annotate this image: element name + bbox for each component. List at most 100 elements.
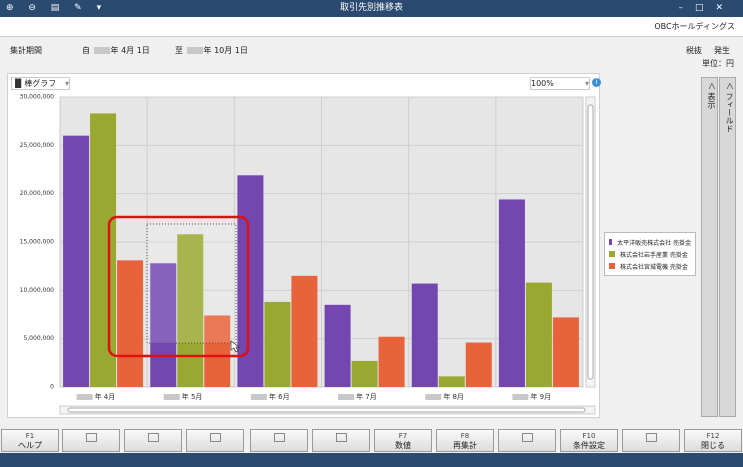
function-key[interactable] xyxy=(62,429,120,452)
blurred-year xyxy=(512,394,529,400)
company-name: OBCホールディングス xyxy=(654,22,735,31)
window-title: 取引先別推移表 xyxy=(339,3,403,13)
blurred-year xyxy=(250,394,267,400)
key: F1 xyxy=(25,432,35,440)
function-key[interactable] xyxy=(250,429,308,452)
key-label: 閉じる xyxy=(701,441,725,450)
bar xyxy=(90,113,117,387)
key-label: ヘルプ xyxy=(18,441,42,450)
y-tick-label: 20,000,000 xyxy=(20,190,55,197)
status-bar xyxy=(0,453,743,467)
legend-swatch xyxy=(609,251,615,257)
legend-swatch xyxy=(609,263,615,269)
legend-swatch xyxy=(609,239,613,245)
bar xyxy=(63,135,90,387)
y-tick-label: 5,000,000 xyxy=(23,335,54,342)
function-key[interactable]: F7 数値 xyxy=(374,429,432,452)
to-date: 年 10月 1日 xyxy=(203,46,248,55)
bar xyxy=(264,301,291,387)
bar xyxy=(438,376,465,387)
key: F7 xyxy=(398,432,408,440)
function-key[interactable] xyxy=(124,429,182,452)
side-tab[interactable]: ＜ 表示 xyxy=(701,77,718,417)
window-controls[interactable]: –□✕ xyxy=(678,3,735,13)
chart-type: 棒グラフ xyxy=(24,79,57,88)
bar xyxy=(465,342,492,387)
side-tab-label: フィールド xyxy=(725,92,734,133)
blurred-year xyxy=(163,394,180,400)
toolbar-icons[interactable]: ⊕ ⊖ ▤ ✎ ▾ xyxy=(6,3,108,13)
function-key[interactable] xyxy=(312,429,370,452)
blurred-year xyxy=(76,394,93,400)
company-bar: OBCホールディングス xyxy=(0,17,743,37)
bar xyxy=(237,175,264,387)
bar xyxy=(411,283,438,387)
bar xyxy=(204,315,231,387)
blurred-year xyxy=(338,394,355,400)
legend-label: 株式会社岩手産業 売掛金 xyxy=(620,251,688,259)
tax: 税抜 xyxy=(686,46,702,55)
info-icon[interactable]: i xyxy=(592,78,601,87)
bar xyxy=(150,263,177,387)
from-prefix: 自 xyxy=(82,46,90,55)
blurred-year xyxy=(425,394,442,400)
function-key[interactable] xyxy=(622,429,680,452)
zoom-dropdown[interactable]: 100% ▾ xyxy=(530,77,590,90)
basis: 発生 xyxy=(714,46,730,55)
bar xyxy=(117,260,144,387)
x-tick-label: 年 6月 xyxy=(269,392,290,401)
chart: 0 5,000,000 10,000,000 15,000,000 20,000,000… xyxy=(20,94,596,415)
period-label: 集計期間 xyxy=(10,46,42,55)
v-scroll-thumb xyxy=(587,104,594,380)
legend-item: 太平洋販売株式会社 売掛金 xyxy=(609,236,691,248)
legend: 太平洋販売株式会社 売掛金 株式会社岩手産業 売掛金 株式会社宮城電機 売掛金 xyxy=(604,232,696,276)
selection xyxy=(146,223,237,344)
y-tick-label: 0 xyxy=(50,384,54,391)
y-tick-label: 25,000,000 xyxy=(20,142,55,149)
side-tab-label: 表示 xyxy=(707,92,716,109)
function-key[interactable]: F10 条件設定 xyxy=(560,429,618,452)
function-key[interactable]: F12 閉じる xyxy=(684,429,742,452)
function-key[interactable]: F1 ヘルプ xyxy=(1,429,59,452)
legend-label: 太平洋販売株式会社 売掛金 xyxy=(617,239,691,247)
x-tick-label: 年 7月 xyxy=(356,392,377,401)
y-tick-label: 10,000,000 xyxy=(20,287,55,294)
y-tick-label: 30,000,000 xyxy=(20,94,55,101)
x-tick-label: 年 4月 xyxy=(95,392,116,401)
function-key[interactable] xyxy=(498,429,556,452)
title-bar: 取引先別推移表 ⊕ ⊖ ▤ ✎ ▾ –□✕ xyxy=(0,0,743,17)
key: F10 xyxy=(582,432,596,440)
x-tick-label: 年 9月 xyxy=(530,392,551,401)
chart-type-dropdown[interactable]: ▐▌棒グラフ ▾ xyxy=(11,77,70,90)
bar xyxy=(552,317,579,387)
function-key[interactable] xyxy=(186,429,244,452)
legend-item: 株式会社岩手産業 売掛金 xyxy=(609,248,691,260)
h-scroll-thumb xyxy=(67,407,586,413)
legend-item: 株式会社宮城電機 売掛金 xyxy=(609,260,691,272)
bar xyxy=(378,336,405,387)
period-to: 至 年 10月 1日 xyxy=(175,45,248,56)
legend-label: 株式会社宮城電機 売掛金 xyxy=(620,263,688,271)
side-tab[interactable]: ＜ フィールド xyxy=(719,77,736,417)
from-date: 年 4月 1日 xyxy=(110,46,150,55)
zoom: 100% xyxy=(531,79,554,88)
function-key[interactable]: F8 再集計 xyxy=(436,429,494,452)
bar xyxy=(324,304,351,387)
bar xyxy=(351,360,378,387)
key-label: 数値 xyxy=(395,441,411,450)
bar xyxy=(498,199,525,387)
bar xyxy=(177,234,204,387)
highlight xyxy=(107,215,250,358)
bar xyxy=(525,282,552,387)
y-tick-label: 15,000,000 xyxy=(20,239,55,246)
period-from: 自 年 4月 1日 xyxy=(82,45,150,56)
key: F8 xyxy=(460,432,470,440)
unit: 単位：円 xyxy=(702,59,734,68)
x-tick-label: 年 5月 xyxy=(182,392,203,401)
bar xyxy=(291,275,318,387)
key: F12 xyxy=(706,432,720,440)
x-tick-label: 年 8月 xyxy=(443,392,464,401)
key-label: 再集計 xyxy=(453,441,477,450)
to-prefix: 至 xyxy=(175,46,183,55)
key-label: 条件設定 xyxy=(573,441,605,450)
